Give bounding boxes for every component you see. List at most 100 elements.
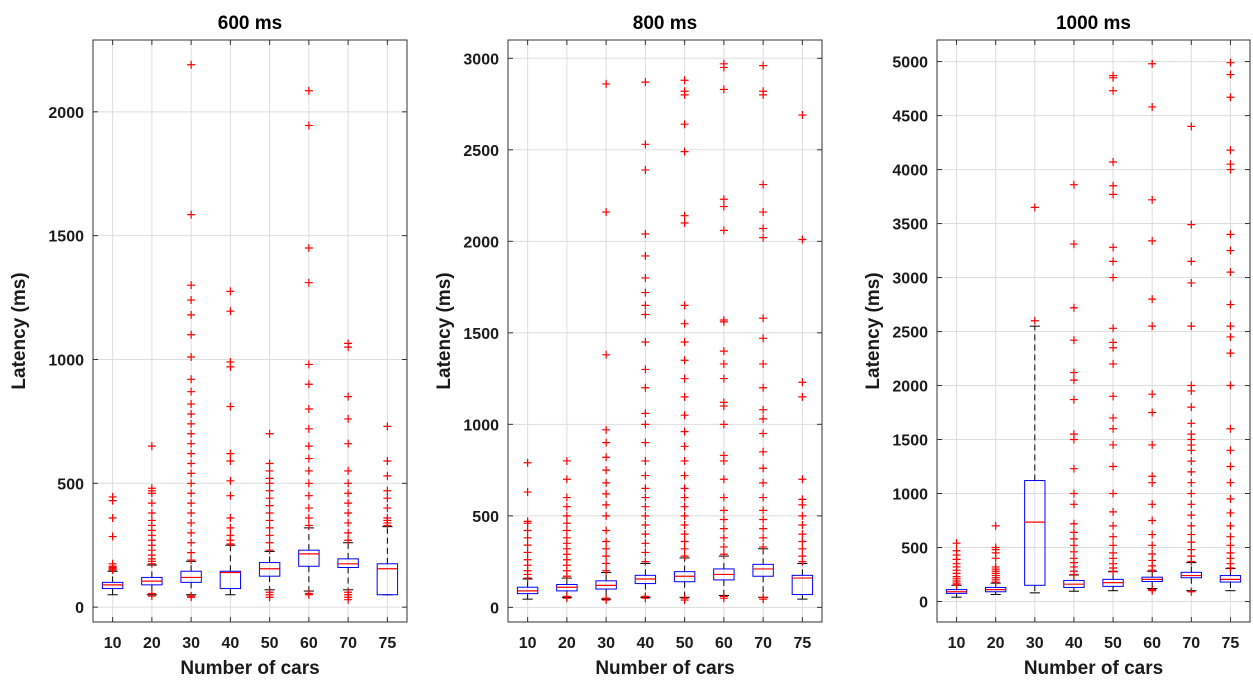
outlier-marker	[719, 85, 728, 94]
outlier-marker	[187, 469, 196, 478]
box-60	[713, 59, 735, 603]
outlier-marker	[1109, 338, 1118, 347]
outlier-marker	[187, 296, 196, 305]
outlier-marker	[680, 484, 689, 493]
outlier-marker	[147, 484, 156, 493]
outlier-marker	[798, 378, 807, 387]
outlier-marker	[641, 165, 650, 174]
x-tick-label: 20	[558, 635, 576, 652]
x-tick-label: 60	[300, 635, 318, 652]
x-tick-label: 30	[1026, 635, 1044, 652]
outlier-marker	[759, 533, 768, 542]
y-axis-label: Latency (ms)	[434, 272, 455, 389]
outlier-marker	[1148, 195, 1157, 204]
outlier-marker	[226, 513, 235, 522]
outlier-marker	[383, 422, 392, 431]
outlier-marker	[680, 374, 689, 383]
y-tick-label: 0	[490, 600, 499, 617]
outlier-marker	[226, 457, 235, 466]
outlier-marker	[759, 515, 768, 524]
outlier-marker	[641, 301, 650, 310]
outlier-marker	[952, 539, 961, 548]
outlier-marker	[719, 59, 728, 68]
x-tick-label: 50	[1104, 635, 1122, 652]
outlier-marker	[602, 208, 611, 217]
box-75	[1219, 58, 1242, 592]
outlier-marker	[265, 516, 274, 525]
outlier-marker	[1187, 545, 1196, 554]
outlier-marker	[1069, 368, 1078, 377]
outlier-marker	[226, 491, 235, 500]
outlier-marker	[759, 414, 768, 423]
outlier-marker	[680, 76, 689, 85]
outlier-marker	[226, 449, 235, 458]
outlier-marker	[187, 548, 196, 557]
x-tick-label: 70	[754, 635, 772, 652]
outlier-marker	[952, 546, 961, 555]
outlier-marker	[344, 588, 353, 597]
x-tick-label: 10	[948, 635, 966, 652]
outlier-marker	[1187, 489, 1196, 498]
box-60	[298, 86, 320, 599]
outlier-marker	[304, 454, 313, 463]
outlier-marker	[226, 287, 235, 296]
y-tick-label: 1500	[892, 433, 928, 450]
box-20	[556, 456, 578, 603]
outlier-marker	[187, 400, 196, 409]
outlier-marker	[719, 195, 728, 204]
outlier-marker	[523, 458, 532, 467]
box-70	[1180, 122, 1202, 596]
outlier-marker	[304, 479, 313, 488]
y-tick-label: 4000	[892, 163, 928, 180]
outlier-marker	[1187, 478, 1196, 487]
outlier-marker	[304, 521, 313, 530]
outlier-marker	[1109, 521, 1118, 530]
outlier-marker	[187, 375, 196, 384]
x-tick-label: 40	[1065, 635, 1083, 652]
outlier-marker	[265, 466, 274, 475]
outlier-marker	[798, 495, 807, 504]
outlier-marker	[680, 552, 689, 561]
x-tick-label: 60	[1143, 635, 1161, 652]
outlier-marker	[523, 526, 532, 535]
outlier-marker	[602, 566, 611, 575]
outlier-marker	[1148, 516, 1157, 525]
outlier-marker	[344, 414, 353, 423]
outlier-marker	[1109, 462, 1118, 471]
outlier-marker	[1109, 424, 1118, 433]
outlier-marker	[562, 511, 571, 520]
outlier-marker	[641, 539, 650, 548]
outlier-marker	[641, 230, 650, 238]
outlier-marker	[1069, 500, 1078, 509]
outlier-marker	[759, 506, 768, 515]
box-30	[180, 60, 202, 602]
outlier-marker	[226, 531, 235, 540]
outlier-marker	[1226, 424, 1235, 433]
outlier-marker	[798, 392, 807, 401]
iqr-box	[258, 562, 281, 577]
outlier-marker	[187, 449, 196, 458]
x-axis-label: Number of cars	[180, 658, 319, 679]
outlier-marker	[680, 120, 689, 129]
outlier-marker	[1226, 548, 1235, 557]
outlier-marker	[1187, 521, 1196, 530]
plot-frame	[507, 39, 823, 623]
outlier-marker	[641, 409, 650, 418]
outlier-marker	[187, 509, 196, 518]
iqr-box	[337, 558, 359, 569]
outlier-marker	[602, 453, 611, 462]
outlier-marker	[344, 489, 353, 498]
outlier-marker	[1109, 273, 1118, 282]
outlier-marker	[108, 492, 117, 501]
outlier-marker	[641, 78, 650, 87]
y-tick-label: 3000	[463, 51, 499, 68]
iqr-box	[752, 563, 774, 577]
outlier-marker	[147, 499, 156, 508]
outlier-marker	[187, 489, 196, 498]
outlier-marker	[602, 350, 611, 359]
outlier-marker	[1187, 220, 1196, 229]
outlier-marker	[719, 475, 728, 484]
outlier-marker	[1226, 146, 1235, 155]
outlier-marker	[265, 429, 274, 438]
outlier-marker	[602, 500, 611, 509]
